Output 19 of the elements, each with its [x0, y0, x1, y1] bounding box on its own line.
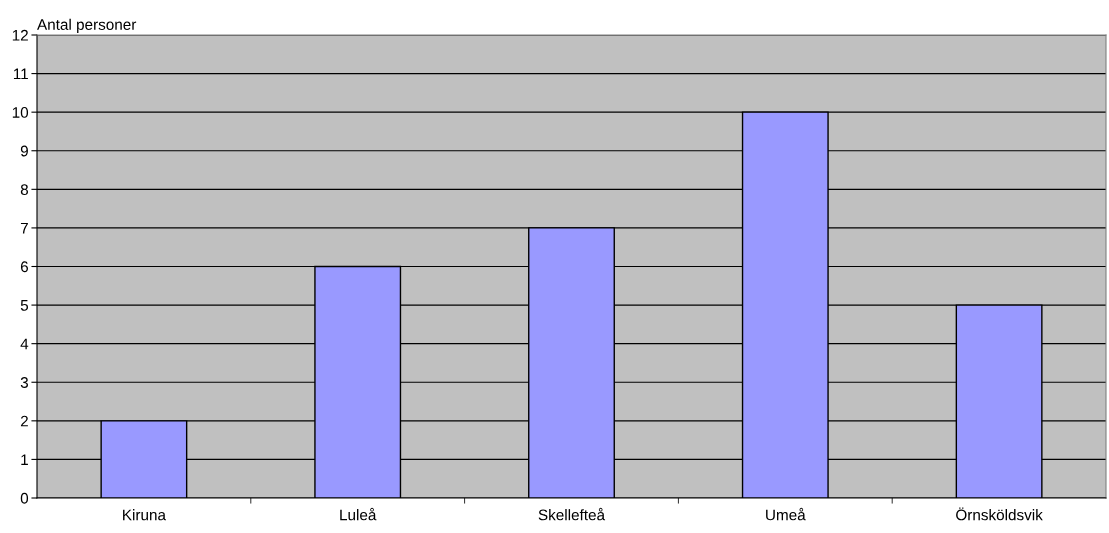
y-tick-label: 4	[20, 338, 29, 350]
y-tick-label: 11	[13, 68, 28, 80]
y-tick-label: 5	[20, 300, 29, 311]
y-tick-label: 0	[20, 492, 29, 504]
y-tick-label: 7	[20, 222, 28, 234]
y-tick-label: 9	[20, 145, 28, 157]
y-tick-label: 10	[12, 107, 29, 118]
y-tick-label: 1	[21, 454, 28, 465]
y-tick-label: 6	[20, 261, 28, 273]
x-tick-label: Skellefteå	[538, 507, 606, 521]
x-tick-label: Luleå	[340, 507, 377, 521]
y-axis-title: Antal personer	[37, 18, 137, 33]
x-tick-label: Umeå	[766, 507, 806, 521]
y-tick-label: 2	[20, 415, 28, 427]
y-tick-label: 8	[20, 184, 28, 196]
x-tick-label: Örnsköldsvik	[956, 507, 1043, 521]
y-tick-label: 12	[12, 29, 28, 41]
y-tick-label: 3	[20, 377, 28, 388]
x-tick-label: Kiruna	[123, 509, 166, 521]
